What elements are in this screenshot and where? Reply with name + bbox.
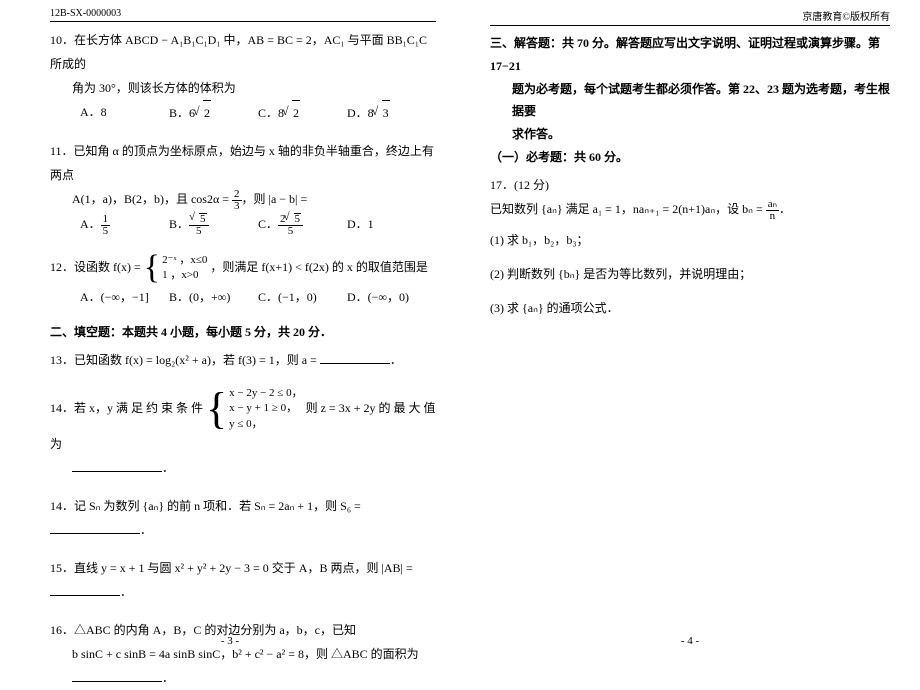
q10-options: A．8 B．62 C．82 D．83 <box>50 100 436 125</box>
right-page-number: - 4 - <box>460 635 920 647</box>
question-16: 16．△ABC 的内角 A，B，C 的对边分别为 a，b，c，已知 b sinC… <box>50 618 436 690</box>
q14b-blank <box>50 522 140 534</box>
q10-opt-c: C．82 <box>258 100 347 125</box>
q10-opt-b: B．62 <box>169 100 258 125</box>
copyright-text: 京唐教育©版权所有 <box>802 8 890 23</box>
q17-p3: (3) 求 {aₙ} 的通项公式． <box>490 296 890 320</box>
q12-options: A．(−∞，−1] B．(0，+∞) C．(−1，0) D．(−∞，0) <box>50 285 436 309</box>
q17-p2: (2) 判断数列 {bₙ} 是否为等比数列，并说明理由； <box>490 262 890 286</box>
q11-line1: 11．已知角 α 的顶点为坐标原点，始边与 x 轴的非负半轴重合，终边上有两点 <box>50 139 436 187</box>
q13-blank <box>320 352 390 364</box>
right-page: 京唐教育©版权所有 三、解答题：共 70 分。解答题应写出文字说明、证明过程或演… <box>460 0 920 651</box>
q10-line1: 10．在长方体 ABCD − A₁B₁C₁D₁ 中，AB = BC = 2，AC… <box>50 28 436 76</box>
q15-blank <box>50 584 120 596</box>
left-header: 12B-SX-0000003 <box>50 8 436 22</box>
question-10: 10．在长方体 ABCD − A₁B₁C₁D₁ 中，AB = BC = 2，AC… <box>50 28 436 125</box>
question-15: 15．直线 y = x + 1 与圆 x² + y² + 2y − 3 = 0 … <box>50 556 436 604</box>
q12-opt-a: A．(−∞，−1] <box>80 285 169 309</box>
q14a-cases: { x − 2y − 2 ≤ 0， x − y + 1 ≥ 0， y ≤ 0， <box>206 386 303 432</box>
q11-opt-c: C．255 <box>258 212 347 237</box>
left-page: 12B-SX-0000003 10．在长方体 ABCD − A₁B₁C₁D₁ 中… <box>0 0 460 651</box>
question-14a: 14．若 x，y 满 足 约 束 条 件 { x − 2y − 2 ≤ 0， x… <box>50 386 436 480</box>
question-13: 13．已知函数 f(x) = log₂(x² + a)，若 f(3) = 1，则… <box>50 348 436 372</box>
q14a-blank <box>72 460 162 472</box>
section-3-header: 三、解答题：共 70 分。解答题应写出文字说明、证明过程或演算步骤。第 17−2… <box>490 32 890 169</box>
q11-opt-a: A．15 <box>80 212 169 237</box>
q12-cases: { 2⁻ˣ ，x≤0 1 ，x>0 <box>144 251 208 285</box>
q17-p1: (1) 求 b₁，b₂，b₃； <box>490 228 890 252</box>
section-2-header: 二、填空题：本题共 4 小题，每小题 5 分，共 20 分． <box>50 323 436 340</box>
q10-opt-d: D．83 <box>347 100 436 125</box>
q17-line1: 已知数列 {aₙ} 满足 a₁ = 1，naₙ₊₁ = 2(n+1)aₙ，设 b… <box>490 197 890 222</box>
q17-head: 17．(12 分) <box>490 173 890 197</box>
right-header: 京唐教育©版权所有 <box>490 8 890 26</box>
question-11: 11．已知角 α 的顶点为坐标原点，始边与 x 轴的非负半轴重合，终边上有两点 … <box>50 139 436 237</box>
question-17: 17．(12 分) 已知数列 {aₙ} 满足 a₁ = 1，naₙ₊₁ = 2(… <box>490 173 890 320</box>
q16-blank <box>72 670 162 682</box>
q11-opt-d: D．1 <box>347 212 436 237</box>
question-12: 12．设函数 f(x) = { 2⁻ˣ ，x≤0 1 ，x>0 ，则满足 f(x… <box>50 251 436 309</box>
q12-opt-b: B．(0，+∞) <box>169 285 258 309</box>
q10-opt-a: A．8 <box>80 100 169 125</box>
q10-line2: 角为 30°，则该长方体的体积为 <box>50 76 436 100</box>
q12-opt-d: D．(−∞，0) <box>347 285 436 309</box>
question-14b: 14．记 Sₙ 为数列 {aₙ} 的前 n 项和．若 Sₙ = 2aₙ + 1，… <box>50 494 436 542</box>
q11-line2: A(1，a)，B(2，b)，且 cos2α = 23，则 |a − b| = <box>50 187 436 212</box>
header-code: 12B-SX-0000003 <box>50 8 121 19</box>
q12-line1: 12．设函数 f(x) = { 2⁻ˣ ，x≤0 1 ，x>0 ，则满足 f(x… <box>50 251 436 285</box>
left-page-number: - 3 - <box>0 635 460 647</box>
q12-opt-c: C．(−1，0) <box>258 285 347 309</box>
page-spread: 12B-SX-0000003 10．在长方体 ABCD − A₁B₁C₁D₁ 中… <box>0 0 920 651</box>
q11-options: A．15 B．55 C．255 D．1 <box>50 212 436 237</box>
q11-opt-b: B．55 <box>169 212 258 237</box>
